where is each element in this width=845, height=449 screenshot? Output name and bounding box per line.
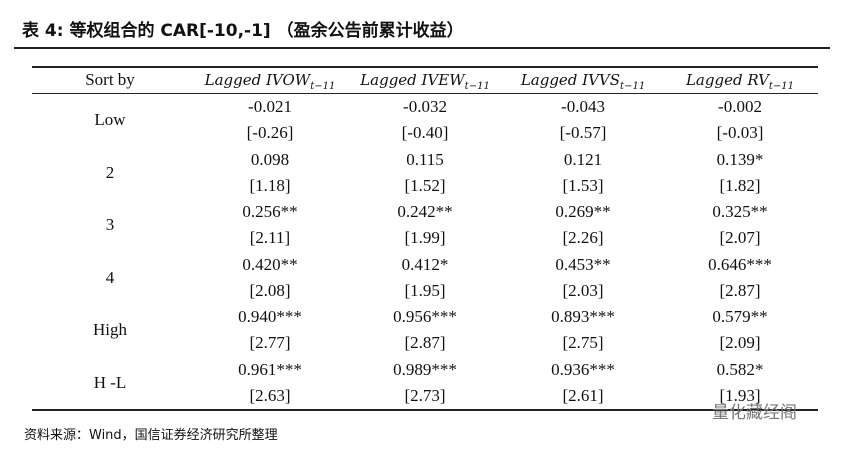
header-main: Lagged IVOW	[204, 71, 311, 89]
cell-tstat: [1.99]	[404, 228, 446, 247]
cell-value: 0.893***	[551, 307, 615, 326]
cell-value: 0.646***	[708, 254, 772, 274]
cell-tstat: [1.82]	[719, 175, 761, 195]
cell-value: 0.936***	[551, 359, 615, 379]
cell-value: 0.412*	[401, 254, 449, 274]
table-bottom-rule	[32, 409, 818, 411]
cell-tstat: [2.75]	[562, 333, 604, 352]
header-sub: t−11	[620, 81, 646, 92]
cell-tstat: [-0.40]	[401, 123, 449, 142]
cell-tstat: [-0.26]	[246, 123, 294, 142]
cell-tstat: [2.87]	[404, 333, 446, 352]
header-main: Lagged IVEW	[360, 71, 465, 89]
cell-tstat: [-0.57]	[559, 123, 607, 142]
cell-tstat: [1.53]	[562, 175, 604, 195]
cell-value: -0.021	[248, 97, 292, 116]
title-rule	[14, 47, 830, 49]
header-main: Lagged IVVS	[520, 71, 621, 89]
cell-tstat: [-0.03]	[716, 123, 764, 142]
source-note: 资料来源：Wind，国信证券经济研究所整理	[24, 428, 278, 443]
cell-tstat: [2.08]	[249, 280, 291, 300]
row-label: High	[93, 320, 127, 339]
cell-tstat: [2.77]	[249, 333, 291, 352]
header-main: Lagged RV	[685, 71, 769, 89]
cell-value: 0.115	[406, 149, 444, 169]
cell-value: 0.420**	[242, 254, 298, 274]
column-header: Lagged RVt−11	[686, 70, 794, 97]
cell-value: -0.043	[561, 97, 605, 116]
cell-tstat: [2.61]	[562, 385, 604, 405]
column-header: Lagged IVEWt−11	[360, 70, 490, 97]
cell-value: 0.269**	[555, 202, 611, 221]
cell-value: 0.139*	[716, 149, 764, 169]
title: 表 4: 等权组合的 CAR[-10,-1] （盈余公告前累计收益）	[22, 21, 464, 41]
cell-tstat: [2.07]	[719, 228, 761, 247]
cell-value: 0.956***	[393, 307, 457, 326]
cell-value: 0.940***	[238, 307, 302, 326]
row-label: Low	[94, 110, 126, 129]
row-label: 4	[105, 267, 115, 287]
cell-tstat: [1.93]	[719, 385, 761, 405]
cell-tstat: [2.09]	[719, 333, 761, 352]
watermark: 量化藏经阁	[712, 403, 797, 423]
cell-value: 0.582*	[716, 359, 764, 379]
header-sub: t−11	[310, 81, 336, 92]
header-sub: t−11	[464, 81, 490, 92]
cell-value: 0.256**	[242, 202, 298, 221]
cell-tstat: [2.03]	[562, 280, 604, 300]
cell-tstat: [2.87]	[719, 280, 761, 300]
table-top-rule	[32, 66, 818, 68]
row-label: 2	[105, 162, 115, 182]
header-rule	[32, 93, 818, 94]
cell-value: 0.961***	[238, 359, 302, 379]
cell-value: 0.579**	[712, 307, 768, 326]
row-label: H -L	[93, 372, 127, 392]
column-header: Lagged IVOWt−11	[205, 70, 336, 97]
cell-value: 0.989***	[393, 359, 457, 379]
cell-value: 0.325**	[712, 202, 768, 221]
header-sub: t−11	[768, 81, 795, 92]
cell-tstat: [1.95]	[404, 280, 446, 300]
cell-tstat: [2.11]	[249, 228, 291, 247]
row-label: 3	[105, 215, 115, 234]
cell-value: 0.242**	[397, 202, 453, 221]
cell-tstat: [1.18]	[249, 175, 291, 195]
corner-header: Sort by	[85, 70, 135, 89]
cell-value: -0.002	[718, 97, 762, 116]
cell-tstat: [2.63]	[249, 385, 291, 405]
column-header: Lagged IVVSt−11	[521, 70, 645, 97]
cell-value: 0.121	[563, 149, 603, 169]
cell-tstat: [2.73]	[404, 385, 446, 405]
cell-value: 0.098	[250, 149, 290, 169]
cell-value: -0.032	[403, 97, 447, 116]
cell-tstat: [2.26]	[562, 228, 604, 247]
cell-tstat: [1.52]	[404, 175, 446, 195]
cell-value: 0.453**	[555, 254, 611, 274]
